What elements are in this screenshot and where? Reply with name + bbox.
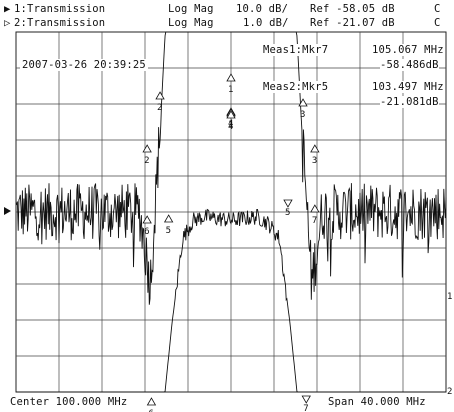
trace1-header-name[interactable]: 1:Transmission	[14, 3, 106, 15]
marker-readout-2-value: -21.081dB	[380, 96, 439, 108]
trace1-ref[interactable]: Ref -58.05 dB	[310, 3, 395, 15]
trace2-marker-6	[146, 397, 157, 406]
center-frequency[interactable]: Center 100.000 MHz	[10, 396, 128, 408]
trace1-header-marker: ▶	[4, 3, 11, 15]
trace1-marker-5-label: 5	[166, 226, 171, 236]
trace1-marker-4-label: 4	[228, 119, 233, 129]
trace2-ref[interactable]: Ref -21.07 dB	[310, 17, 395, 29]
trace2-flag: C	[434, 17, 441, 29]
span-frequency[interactable]: Span 40.000 MHz	[328, 396, 426, 408]
trace1-marker-5	[163, 214, 174, 223]
trace2-marker-3	[298, 98, 308, 107]
trace1-marker-3	[310, 144, 320, 153]
plot-traces	[15, 31, 447, 393]
trace1-marker-6-label: 6	[144, 227, 149, 237]
plot-markers: 12345671234567	[142, 73, 320, 412]
right-scale-label-bottom: 2	[447, 387, 453, 397]
trace2-marker-1-label: 1	[228, 120, 233, 130]
marker-readout-1-freq: 105.067 MHz	[372, 44, 444, 56]
trace1-flag: C	[434, 3, 441, 15]
trace2-marker-2-label: 2	[157, 103, 162, 113]
marker-readout-2-freq: 103.497 MHz	[372, 81, 444, 93]
trace1-marker-3-label: 3	[312, 156, 317, 166]
trace2-marker-7	[301, 395, 311, 404]
marker-readout-2-label: Meas2:Mkr5	[263, 81, 329, 93]
reference-level-arrow-icon	[4, 207, 11, 215]
trace2-format[interactable]: Log Mag	[168, 17, 214, 29]
trace1-marker-6	[142, 215, 152, 224]
trace1-marker-7-label: 7	[312, 216, 317, 226]
marker-readout-1-label: Meas1:Mkr7	[263, 44, 329, 56]
trace1-marker-1-label: 1	[228, 85, 233, 95]
trace1-marker-2	[142, 144, 152, 153]
trace2-marker-6-label: 6	[148, 409, 153, 412]
trace2-scale[interactable]: 1.0 dB/	[243, 17, 289, 29]
trace2-marker-4-label: 4	[228, 122, 233, 132]
trace1-scale[interactable]: 10.0 dB/	[236, 3, 289, 15]
marker-readout-1-value: -58.486dB	[380, 59, 439, 71]
trace2-marker-2	[155, 91, 165, 100]
trace2-marker-5-label: 5	[285, 208, 290, 218]
trace2-marker-3-label: 3	[300, 110, 305, 120]
trace1-format[interactable]: Log Mag	[168, 3, 214, 15]
trace-2-line	[16, 208, 446, 393]
trace-1-line	[15, 31, 447, 305]
right-scale-label-top: 1	[447, 292, 453, 302]
trace1-marker-2-label: 2	[144, 156, 149, 166]
trace2-header-name[interactable]: 2:Transmission	[14, 17, 106, 29]
trace2-marker-7-label: 7	[303, 404, 308, 412]
trace2-marker-5	[283, 199, 293, 208]
trace2-header-marker: ▷	[4, 17, 11, 29]
trace2-marker-4	[226, 110, 236, 119]
timestamp: 2007-03-26 20:39:25	[20, 59, 148, 71]
trace1-marker-1	[226, 73, 236, 82]
trace1-marker-7	[310, 204, 320, 213]
